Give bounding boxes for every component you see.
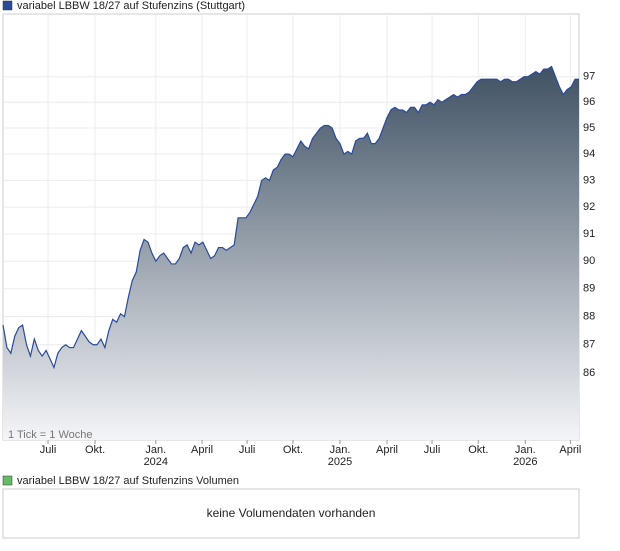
volume-message: keine Volumendaten vorhanden xyxy=(207,506,376,520)
x-tick-label: Juli xyxy=(40,444,57,456)
area xyxy=(3,66,579,441)
y-tick-label: 91 xyxy=(583,228,595,240)
x-tick-label: April xyxy=(376,444,398,456)
x-tick-label: April xyxy=(191,444,213,456)
legend-label: variabel LBBW 18/27 auf Stufenzins (Stut… xyxy=(17,0,245,12)
x-tick-label: Okt. xyxy=(468,444,488,456)
y-tick-label: 87 xyxy=(583,339,595,351)
y-tick-label: 95 xyxy=(583,122,595,134)
legend-swatch xyxy=(2,475,13,486)
x-tick-label: Jan. xyxy=(145,444,166,456)
x-tick-label: Jan. xyxy=(515,444,536,456)
x-tick-label: Juli xyxy=(424,444,441,456)
y-tick-label: 96 xyxy=(583,96,595,108)
y-tick-label: 89 xyxy=(583,283,595,295)
y-tick-label: 94 xyxy=(583,148,595,160)
x-tick-label: Okt. xyxy=(85,444,105,456)
y-tick-label: 97 xyxy=(583,71,595,83)
x-tick-label: April xyxy=(559,444,581,456)
legend-swatch xyxy=(2,0,13,11)
x-tick-label: Jan. xyxy=(330,444,351,456)
y-tick-label: 86 xyxy=(583,367,595,379)
y-tick-label: 92 xyxy=(583,201,595,213)
x-tick-label: Juli xyxy=(239,444,256,456)
legend-label: variabel LBBW 18/27 auf Stufenzins Volum… xyxy=(17,475,239,487)
y-tick-label: 90 xyxy=(583,255,595,267)
x-tick-label: Okt. xyxy=(283,444,303,456)
volume-frame xyxy=(2,488,580,539)
x-tick-year: 2026 xyxy=(513,456,537,468)
y-tick-label: 88 xyxy=(583,310,595,322)
note: 1 Tick = 1 Woche xyxy=(8,429,92,441)
line xyxy=(2,65,579,370)
x-tick-year: 2025 xyxy=(328,456,352,468)
x-tick-year: 2024 xyxy=(144,456,168,468)
y-tick-label: 93 xyxy=(583,174,595,186)
